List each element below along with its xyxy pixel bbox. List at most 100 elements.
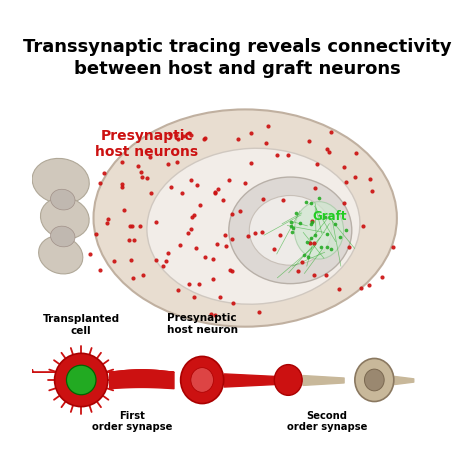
Ellipse shape — [40, 197, 89, 239]
Point — [284, 151, 292, 158]
Point — [313, 160, 321, 167]
Point — [359, 222, 367, 230]
Point — [185, 129, 193, 136]
Point — [357, 284, 365, 292]
Ellipse shape — [274, 365, 302, 396]
Point — [211, 189, 219, 197]
Point — [308, 220, 315, 227]
Point — [247, 160, 255, 167]
Point — [189, 213, 196, 221]
Point — [207, 310, 215, 318]
Point — [129, 274, 137, 282]
Point — [294, 267, 302, 275]
Point — [309, 218, 316, 225]
Point — [213, 241, 221, 248]
Point — [303, 239, 311, 246]
Point — [164, 160, 172, 167]
Point — [228, 235, 236, 242]
Point — [327, 128, 335, 136]
Point — [287, 219, 295, 226]
Point — [187, 177, 194, 184]
Point — [327, 246, 335, 253]
Point — [259, 195, 267, 202]
Ellipse shape — [181, 356, 224, 403]
Text: Transplanted
cell: Transplanted cell — [43, 314, 120, 336]
Point — [235, 135, 242, 142]
Point — [128, 256, 135, 263]
Point — [187, 225, 195, 233]
Point — [118, 158, 126, 165]
Point — [244, 232, 252, 239]
Point — [222, 242, 229, 249]
Point — [110, 257, 118, 265]
Point — [163, 257, 170, 265]
Point — [201, 254, 209, 261]
Point — [308, 218, 316, 225]
Circle shape — [66, 365, 96, 395]
Point — [179, 132, 187, 140]
Point — [300, 251, 308, 258]
Text: Presynaptic
host neurons: Presynaptic host neurons — [95, 129, 199, 160]
Point — [160, 262, 167, 270]
Point — [366, 175, 374, 183]
Point — [173, 131, 180, 139]
Point — [307, 234, 315, 242]
Point — [215, 185, 222, 192]
Point — [216, 293, 224, 301]
Text: Transsynaptic tracing reveals connectivity
between host and graft neurons: Transsynaptic tracing reveals connectivi… — [23, 38, 451, 78]
Ellipse shape — [294, 201, 344, 259]
Point — [228, 267, 236, 275]
Point — [190, 212, 198, 219]
Point — [139, 272, 147, 279]
Point — [103, 219, 111, 227]
Point — [185, 281, 193, 288]
Point — [323, 272, 330, 279]
Point — [184, 230, 192, 237]
Ellipse shape — [32, 159, 89, 204]
Point — [247, 130, 255, 137]
Point — [273, 151, 281, 159]
Point — [209, 275, 216, 283]
Point — [323, 145, 331, 153]
Point — [97, 266, 104, 274]
Point — [351, 173, 359, 181]
Point — [211, 189, 219, 196]
Text: Second
order synapse: Second order synapse — [287, 411, 367, 432]
Point — [201, 136, 208, 143]
Point — [118, 181, 126, 188]
Ellipse shape — [93, 109, 397, 327]
Point — [337, 234, 344, 241]
Point — [166, 130, 174, 138]
Point — [128, 222, 136, 229]
Point — [225, 176, 233, 183]
Point — [130, 236, 137, 243]
Point — [326, 149, 333, 156]
Point — [174, 135, 182, 142]
Point — [323, 230, 330, 238]
Point — [298, 259, 306, 266]
Point — [143, 175, 151, 182]
Point — [331, 221, 339, 228]
Point — [342, 179, 349, 186]
Point — [126, 222, 134, 230]
Point — [153, 219, 160, 226]
Point — [310, 240, 318, 247]
Point — [137, 169, 145, 176]
Point — [137, 222, 144, 230]
Ellipse shape — [38, 236, 83, 274]
Point — [211, 311, 219, 319]
Point — [335, 285, 343, 292]
Point — [176, 241, 184, 248]
Point — [264, 123, 272, 130]
Point — [315, 194, 323, 201]
Point — [311, 231, 319, 238]
Point — [306, 239, 314, 247]
Ellipse shape — [365, 369, 384, 391]
Point — [228, 210, 236, 218]
Ellipse shape — [51, 226, 75, 247]
Point — [340, 199, 348, 207]
Point — [296, 219, 303, 227]
Point — [236, 207, 244, 215]
Point — [125, 236, 132, 243]
Point — [192, 244, 200, 252]
